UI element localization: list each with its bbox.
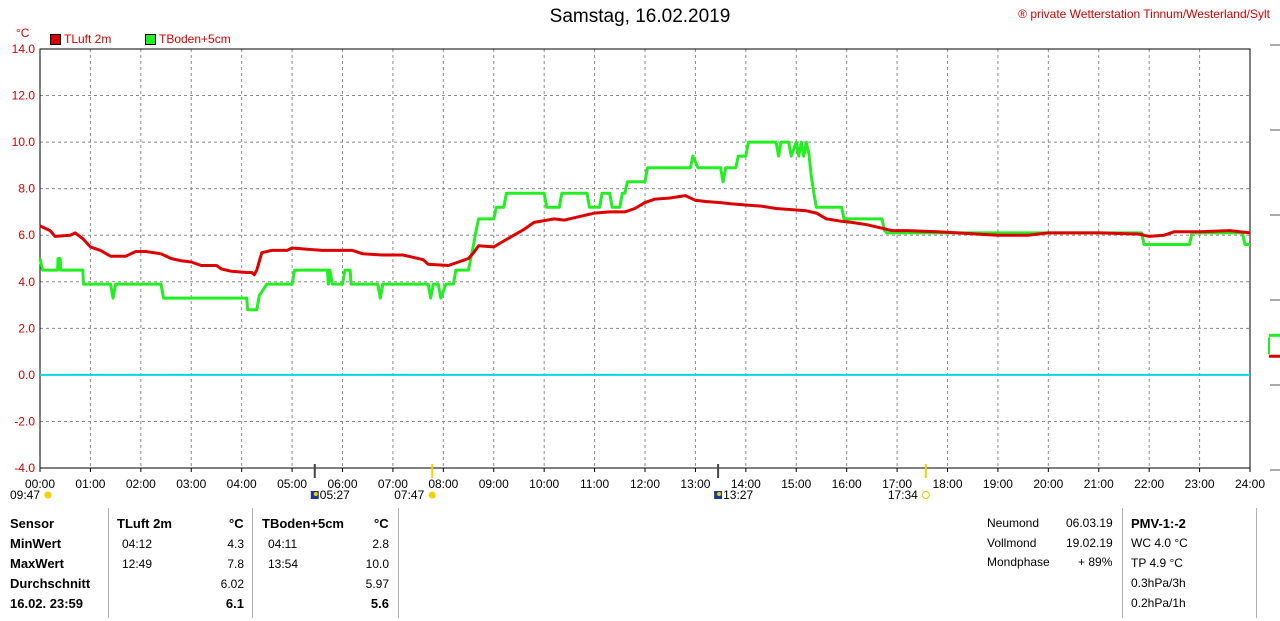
sun-icon (44, 491, 52, 499)
y-unit-label: °C (16, 26, 30, 40)
table-divider (108, 508, 109, 618)
vollmond-date: 19.02.19 (1066, 536, 1113, 550)
marker-time-label: 17:34 (888, 488, 918, 502)
legend-label-tboden: TBoden+5cm (159, 32, 231, 46)
chart-grid (39, 44, 1280, 471)
x-tick-label: 13:00 (680, 477, 710, 491)
sunset-icon (921, 491, 930, 499)
legend-item-tboden: TBoden+5cm (145, 32, 231, 46)
pmv-pressure-1h: 0.2hPa/1h (1131, 596, 1186, 610)
tboden-unit: °C (374, 516, 389, 531)
legend-item-tluft: TLuft 2m (50, 32, 111, 46)
legend-label-tluft: TLuft 2m (64, 32, 112, 46)
y-tick-label: 12.0 (12, 89, 36, 103)
tluft-header: TLuft 2m (117, 516, 172, 531)
mondphase-value: + 89% (1078, 555, 1113, 569)
tluft-max-value: 7.8 (227, 557, 244, 571)
tluft-avg-value: 6.02 (220, 577, 244, 591)
tboden-max-time: 13:54 (268, 557, 299, 571)
moon-icon-highlight (313, 492, 318, 496)
x-tick-label: 07:00 (378, 477, 408, 491)
x-tick-label: 10:00 (529, 477, 559, 491)
neumond-label: Neumond (987, 516, 1040, 530)
tluft-unit: °C (229, 516, 244, 531)
pmv-wc: WC 4.0 °C (1131, 536, 1188, 550)
x-axis-ticks: 00:00 01:00 02:00 03:00 04:00 05:00 06:00 07:00… (25, 468, 1265, 491)
tluft-max-time: 12:49 (122, 557, 153, 571)
y-tick-label: 10.0 (12, 135, 36, 149)
series-line-tluft (39, 194, 1251, 277)
table-divider (398, 508, 399, 618)
x-tick-label: 01:00 (75, 477, 105, 491)
page-title: Samstag, 16.02.2019 (549, 6, 731, 27)
x-tick-label: 09:00 (479, 477, 509, 491)
tboden-min-time: 04:11 (268, 537, 298, 551)
tluft-min-time: 04:12 (122, 537, 153, 551)
x-tick-label: 18:00 (932, 477, 962, 491)
y-tick-label: -4.0 (14, 461, 35, 475)
marker-time-label: 05:27 (320, 488, 350, 502)
tboden-max-value: 10.0 (365, 557, 389, 571)
series-line-tboden (38, 140, 1250, 312)
tboden-current-value: 5.6 (370, 596, 389, 611)
copyright-text: ® private Wetterstation Tinnum/Westerlan… (1018, 7, 1270, 21)
tboden-min-value: 2.8 (372, 537, 389, 551)
x-tick-label: 24:00 (1235, 477, 1265, 491)
x-tick-label: 15:00 (781, 477, 811, 491)
marker-time-label: 13:27 (723, 488, 753, 502)
x-tick-label: 19:00 (983, 477, 1013, 491)
maxwert-label: MaxWert (10, 556, 64, 571)
durchschnitt-label: Durchschnitt (10, 576, 91, 591)
pmv-pressure-3h: 0.3hPa/3h (1131, 576, 1186, 590)
x-tick-label: 06:00 (327, 477, 357, 491)
sun-icon (428, 491, 436, 499)
tboden-header: TBoden+5cm (262, 516, 344, 531)
x-tick-label: 04:00 (227, 477, 257, 491)
y-tick-label: 6.0 (18, 228, 35, 242)
x-tick-label: 16:00 (832, 477, 862, 491)
sensor-header: Sensor (10, 516, 55, 531)
x-tick-label: 20:00 (1033, 477, 1063, 491)
pmv-tp: TP 4.9 °C (1131, 556, 1183, 570)
sun-moon-markers: 09:47 05:27 07:47 13:27 17:34 (10, 464, 930, 502)
moon-icon-highlight (717, 492, 722, 496)
neumond-date: 06.03.19 (1066, 516, 1113, 530)
table-divider (252, 508, 253, 618)
marker-time-label: 09:47 (10, 488, 40, 502)
chart-lines (38, 140, 1280, 376)
tluft-min-value: 4.3 (227, 537, 244, 551)
date-label: 16.02. 23:59 (10, 596, 84, 611)
x-tick-label: 00:00 (25, 477, 55, 491)
table-divider (1256, 508, 1257, 618)
y-tick-label: 2.0 (18, 321, 35, 335)
y-tick-label: 8.0 (18, 182, 35, 196)
x-tick-label: 08:00 (428, 477, 458, 491)
pmv-header: PMV-1:-2 (1131, 516, 1186, 531)
y-axis-ticks: 14.0 12.0 10.0 8.0 6.0 4.0 2.0 0.0 -2.0 -4.0 (12, 42, 36, 475)
y-tick-label: 0.0 (18, 368, 35, 382)
mondphase-label: Mondphase (987, 555, 1050, 569)
x-tick-label: 23:00 (1185, 477, 1215, 491)
x-tick-label: 02:00 (126, 477, 156, 491)
minwert-label: MinWert (10, 536, 62, 551)
x-tick-label: 03:00 (176, 477, 206, 491)
tboden-avg-value: 5.97 (365, 577, 389, 591)
vollmond-label: Vollmond (987, 536, 1037, 550)
tluft-current-value: 6.1 (225, 596, 244, 611)
x-tick-label: 12:00 (630, 477, 660, 491)
y-tick-label: -2.0 (14, 414, 35, 428)
table-divider (1122, 508, 1123, 618)
x-tick-label: 11:00 (580, 477, 609, 491)
x-tick-label: 14:00 (731, 477, 761, 491)
marker-time-label: 07:47 (394, 488, 424, 502)
y-tick-label: 4.0 (18, 275, 35, 289)
y-tick-label: 14.0 (12, 42, 36, 56)
x-tick-label: 05:00 (277, 477, 307, 491)
x-tick-label: 22:00 (1134, 477, 1164, 491)
x-tick-label: 21:00 (1084, 477, 1114, 491)
legend-swatch-tluft (50, 33, 61, 45)
legend-swatch-tboden (145, 33, 156, 45)
x-tick-label: 17:00 (882, 477, 912, 491)
